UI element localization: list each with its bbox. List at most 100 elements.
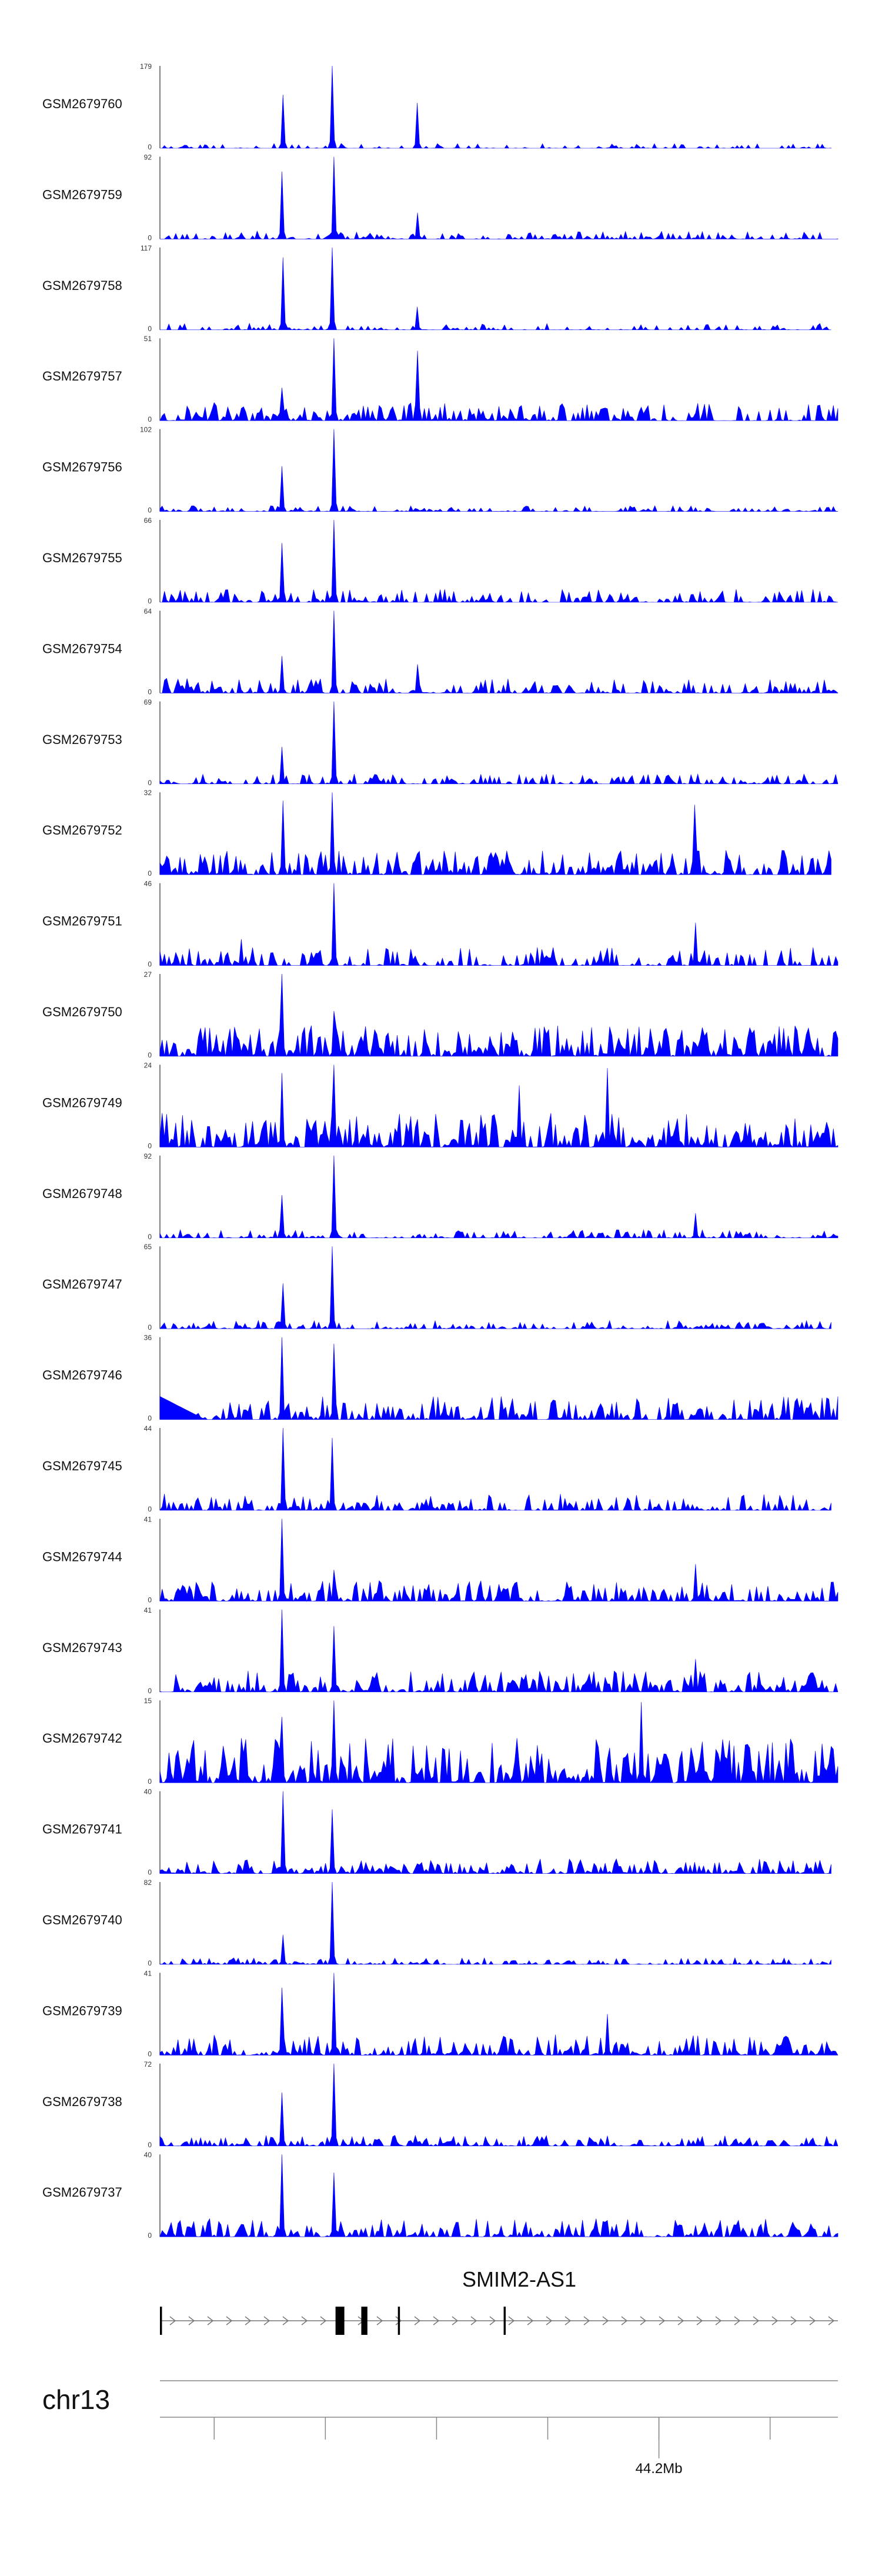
y-min-label: 0 [148,960,152,969]
coverage-area [159,883,838,966]
y-max-label: 41 [144,1969,152,1977]
coverage-area [159,1427,831,1511]
coverage-track: GSM2679759 92 0 [42,153,838,242]
coverage-track: GSM2679754 64 0 [42,607,838,696]
coverage-track: GSM2679743 41 0 [42,1606,838,1695]
y-max-label: 32 [144,789,152,797]
y-min-label: 0 [148,2141,152,2149]
y-min-label: 0 [148,1142,152,1150]
strand-arrow [790,2316,797,2325]
track-label: GSM2679744 [42,1549,122,1564]
y-min-label: 0 [148,597,152,605]
strand-arrow [734,2316,741,2325]
strand-arrow [395,2316,402,2325]
coverage-area [159,1881,831,1965]
y-max-label: 41 [144,1606,152,1614]
y-max-label: 51 [144,335,152,343]
coverage-track: GSM2679750 27 0 [42,970,838,1059]
coverage-track: GSM2679745 44 0 [42,1424,831,1513]
coverage-area [160,156,838,240]
strand-arrow [207,2316,214,2325]
y-max-label: 44 [144,1424,152,1433]
track-label: GSM2679750 [42,1005,122,1019]
track-label: GSM2679743 [42,1640,122,1655]
y-max-label: 69 [144,698,152,706]
coverage-track: GSM2679752 32 0 [42,789,831,877]
coverage-area [159,519,838,603]
coverage-area [159,1700,838,1784]
track-label: GSM2679742 [42,1731,122,1746]
coverage-track: GSM2679744 41 0 [42,1515,838,1604]
y-max-label: 40 [144,1788,152,1796]
strand-arrow [828,2316,835,2325]
y-max-label: 40 [144,2151,152,2159]
strand-arrow [696,2316,703,2325]
coverage-area [159,429,838,512]
track-label: GSM2679737 [42,2185,122,2200]
track-label: GSM2679754 [42,641,122,656]
coverage-track: GSM2679738 72 0 [42,2060,838,2149]
coverage-area [160,247,831,331]
strand-arrow [771,2316,779,2325]
strand-arrow [753,2316,760,2325]
track-label: GSM2679747 [42,1277,122,1292]
coverage-track: GSM2679753 69 0 [42,698,838,787]
y-max-label: 66 [144,516,152,525]
strand-arrow [245,2316,252,2325]
strand-arrow [301,2316,308,2325]
chromosome-axis: chr13 44.2Mb [42,2380,838,2477]
gene-exon [503,2307,506,2335]
coverage-area [159,2154,838,2238]
track-label: GSM2679749 [42,1095,122,1110]
y-max-label: 117 [141,244,152,252]
strand-arrow [677,2316,684,2325]
track-label: GSM2679760 [42,96,122,111]
track-label: GSM2679741 [42,1822,122,1837]
coverage-area [159,1519,838,1602]
coverage-track: GSM2679756 102 0 [42,426,838,515]
strand-arrow [508,2316,515,2325]
coverage-area [159,1609,838,1693]
strand-arrow [470,2316,477,2325]
strand-arrow [659,2316,666,2325]
track-label: GSM2679753 [42,732,122,747]
y-max-label: 36 [144,1334,152,1342]
coverage-area [159,1155,838,1239]
coverage-track: GSM2679739 41 0 [42,1969,838,2058]
coverage-track: GSM2679758 117 0 [42,244,831,333]
strand-arrow [583,2316,590,2325]
y-max-label: 15 [144,1697,152,1705]
y-max-label: 24 [144,1061,152,1069]
coverage-track: GSM2679751 46 0 [42,880,838,969]
strand-arrow [263,2316,270,2325]
coverage-area [159,1065,838,1148]
gene-exon [361,2307,368,2335]
strand-arrow [546,2316,553,2325]
track-label: GSM2679745 [42,1459,122,1473]
y-min-label: 0 [148,1687,152,1695]
track-label: GSM2679751 [42,914,122,929]
y-min-label: 0 [148,779,152,787]
gene-model [160,2307,838,2335]
y-min-label: 0 [148,1051,152,1059]
strand-arrow [376,2316,383,2325]
strand-arrow [621,2316,628,2325]
y-min-label: 0 [148,1596,152,1604]
coverage-area [159,1337,838,1420]
coverage-track: GSM2679741 40 0 [42,1788,831,1877]
strand-arrow [527,2316,534,2325]
strand-arrow [809,2316,816,2325]
strand-arrow [715,2316,722,2325]
coverage-track: GSM2679749 24 0 [42,1061,838,1150]
y-min-label: 0 [148,415,152,423]
track-label: GSM2679758 [42,278,122,293]
y-min-label: 0 [148,1233,152,1241]
y-min-label: 0 [148,2231,152,2240]
gene-exon [335,2307,345,2335]
coverage-track: GSM2679747 65 0 [42,1243,831,1332]
track-label: GSM2679748 [42,1186,122,1201]
coverage-area [159,1246,831,1330]
strand-arrow [452,2316,459,2325]
y-min-label: 0 [148,2050,152,2058]
